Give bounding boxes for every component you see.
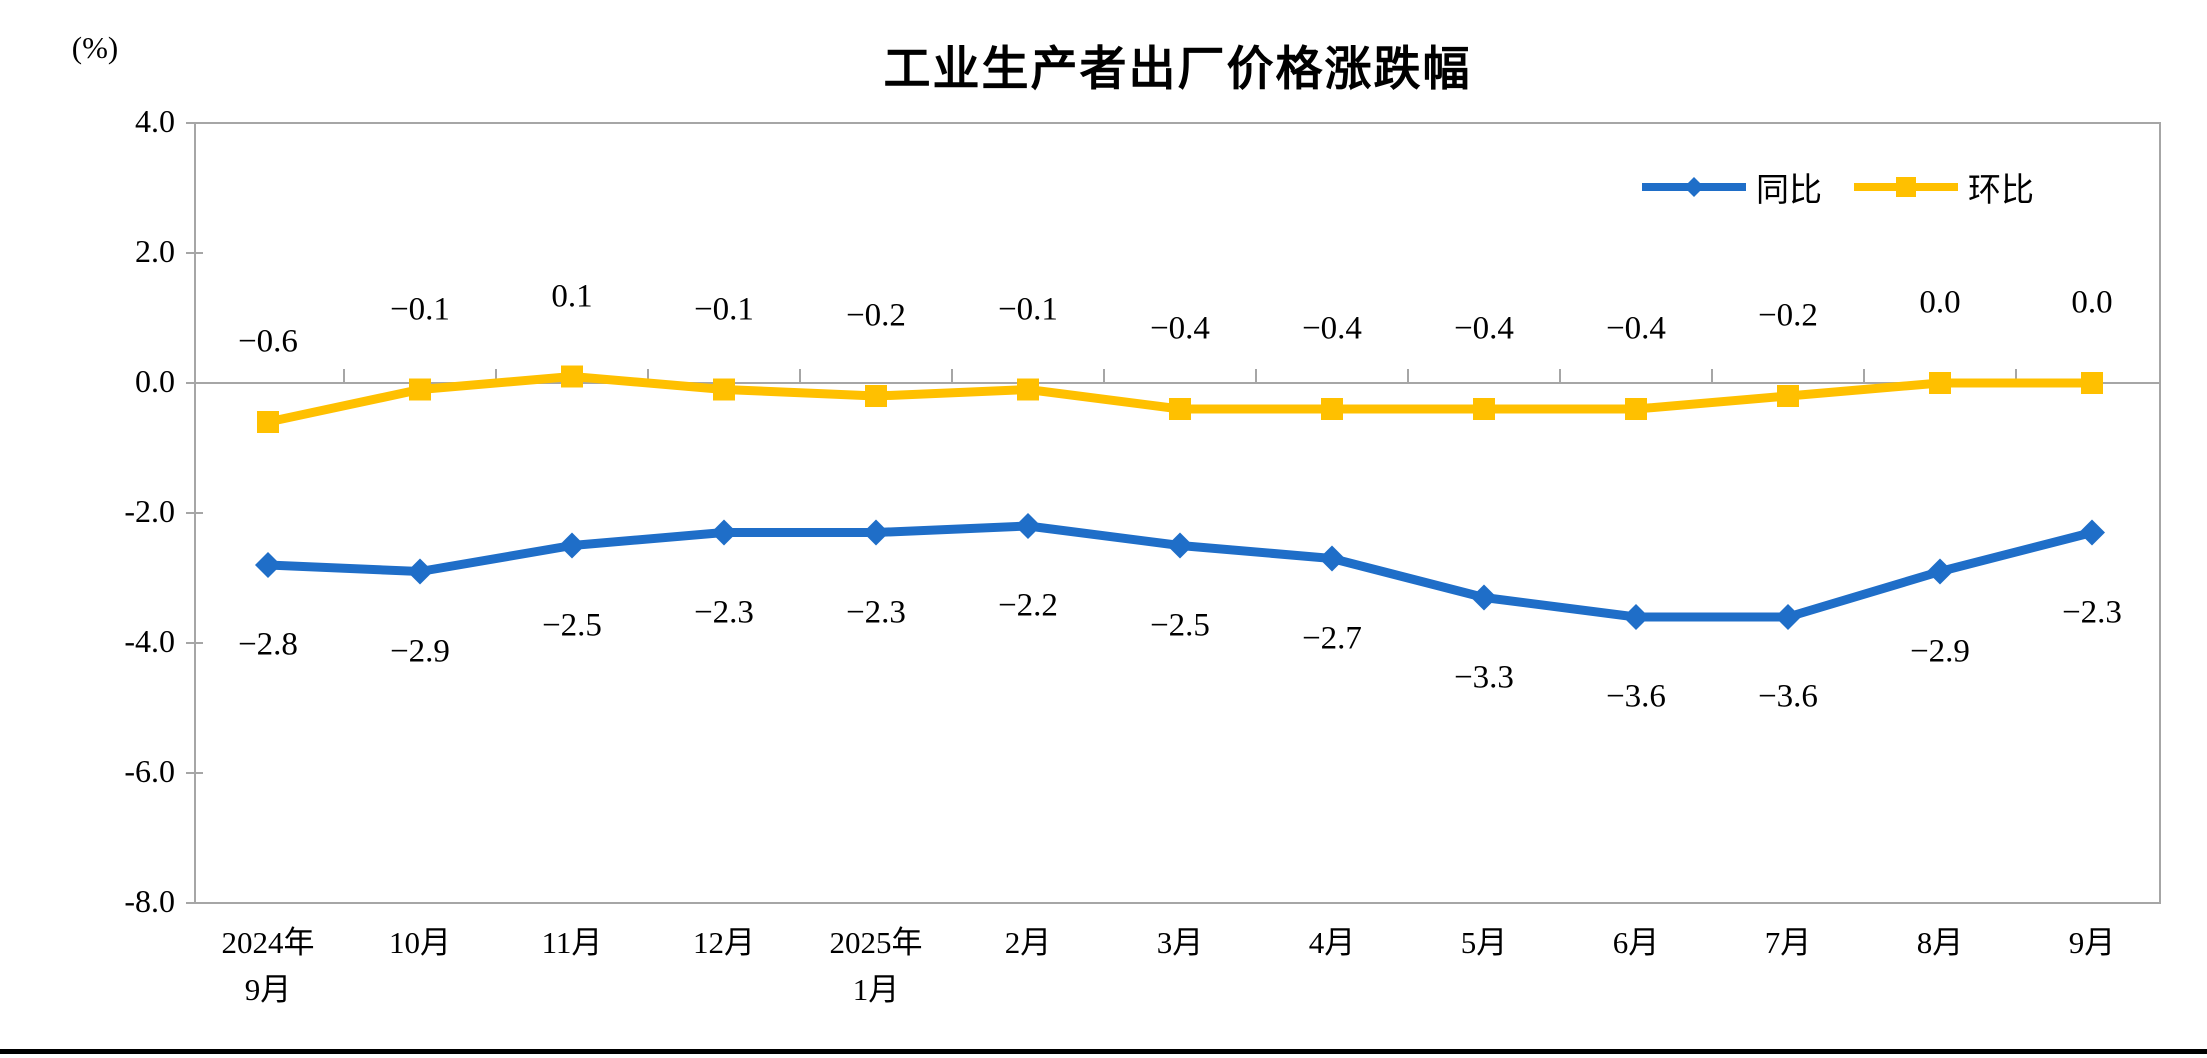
y-axis-tick-label: 0.0 xyxy=(135,363,175,400)
x-axis-label: 7月 xyxy=(1764,925,1812,960)
diamond-marker xyxy=(863,519,889,546)
square-marker xyxy=(257,411,279,433)
square-marker xyxy=(409,378,431,401)
diamond-marker xyxy=(255,552,281,578)
data-label-环比: −0.6 xyxy=(238,323,298,360)
mom-line-swatch-icon xyxy=(1854,177,1958,197)
data-label-同比: −2.3 xyxy=(846,594,906,630)
square-marker xyxy=(713,378,735,401)
data-label-环比: 0.1 xyxy=(551,278,593,314)
square-marker xyxy=(1321,398,1343,420)
square-marker xyxy=(1169,398,1191,420)
x-axis-label: 12月 xyxy=(693,925,755,960)
data-label-同比: −3.3 xyxy=(1454,659,1514,695)
diamond-marker xyxy=(1471,584,1497,611)
data-label-环比: −0.1 xyxy=(694,291,754,327)
legend-label-yoy: 同比 xyxy=(1756,173,1822,209)
x-axis-label: 11月 xyxy=(541,925,603,960)
x-axis-label: 2月 xyxy=(1004,925,1052,960)
chart-title: 工业生产者出厂价格涨跌幅 xyxy=(883,42,1472,95)
y-axis-tick-label: 2.0 xyxy=(135,233,175,270)
x-axis-label: 5月 xyxy=(1460,925,1508,960)
data-label-环比: −0.4 xyxy=(1302,310,1362,347)
data-label-环比: −0.4 xyxy=(1454,310,1514,347)
bottom-divider xyxy=(0,1049,2207,1054)
x-axis-label: 8月 xyxy=(1916,925,1964,960)
square-marker xyxy=(1929,372,1951,394)
data-label-同比: −2.5 xyxy=(1150,607,1210,643)
diamond-marker xyxy=(1167,532,1193,559)
diamond-marker xyxy=(407,558,433,585)
square-marker xyxy=(1017,378,1039,401)
y-axis-tick-label: -4.0 xyxy=(124,623,175,660)
diamond-marker xyxy=(1015,513,1041,539)
legend-label-mom: 环比 xyxy=(1968,173,2034,209)
diamond-marker xyxy=(1775,604,1801,630)
y-axis-tick-label: -8.0 xyxy=(124,883,175,920)
data-label-同比: −2.7 xyxy=(1302,620,1362,656)
square-marker xyxy=(1473,398,1495,420)
data-label-环比: −0.1 xyxy=(998,291,1058,327)
legend-item-mom: 环比 xyxy=(1850,163,2034,211)
plot-border xyxy=(194,122,2161,904)
y-axis-unit-label: (%) xyxy=(71,30,119,65)
data-label-环比: −0.1 xyxy=(390,291,450,327)
data-label-同比: −2.3 xyxy=(2062,594,2122,630)
y-axis-tick-label: -2.0 xyxy=(124,493,175,530)
square-marker xyxy=(1625,398,1647,420)
data-label-同比: −2.9 xyxy=(1910,633,1970,669)
square-marker xyxy=(2081,372,2103,394)
data-label-同比: −2.9 xyxy=(390,633,450,669)
data-label-环比: −0.4 xyxy=(1150,310,1210,347)
legend-item-yoy: 同比 xyxy=(1638,163,1822,211)
data-label-同比: −3.6 xyxy=(1758,678,1818,715)
y-axis-tick-label: 4.0 xyxy=(135,103,175,140)
data-label-环比: −0.4 xyxy=(1606,310,1666,347)
data-label-环比: −0.2 xyxy=(846,297,906,334)
x-axis-label: 6月 xyxy=(1612,925,1660,960)
x-axis-label: 2025年 1月 xyxy=(829,925,923,1007)
square-marker xyxy=(561,365,583,388)
data-label-同比: −3.6 xyxy=(1606,678,1666,715)
chart-legend: 同比 环比 xyxy=(1638,163,2034,211)
data-label-同比: −2.2 xyxy=(998,587,1058,624)
diamond-marker xyxy=(559,532,585,559)
x-axis-label: 2024年 9月 xyxy=(221,925,315,1007)
data-label-环比: −0.2 xyxy=(1758,297,1818,334)
diamond-marker xyxy=(2079,519,2105,546)
diamond-marker xyxy=(711,519,737,546)
data-label-环比: 0.0 xyxy=(2071,284,2113,321)
yoy-line-swatch-icon xyxy=(1642,177,1746,197)
x-axis-label: 10月 xyxy=(389,925,451,960)
x-axis-label: 4月 xyxy=(1308,925,1356,960)
data-label-同比: −2.5 xyxy=(542,607,602,643)
x-axis-label: 9月 xyxy=(2068,925,2116,960)
data-label-同比: −2.8 xyxy=(238,626,298,663)
diamond-marker xyxy=(1927,558,1953,585)
x-axis-label: 3月 xyxy=(1156,925,1204,960)
square-marker xyxy=(1777,385,1799,407)
data-label-同比: −2.3 xyxy=(694,594,754,630)
data-label-环比: 0.0 xyxy=(1919,284,1961,321)
square-marker xyxy=(865,385,887,407)
diamond-marker xyxy=(1623,604,1649,630)
y-axis-tick-label: -6.0 xyxy=(124,753,175,790)
diamond-marker xyxy=(1319,545,1345,572)
